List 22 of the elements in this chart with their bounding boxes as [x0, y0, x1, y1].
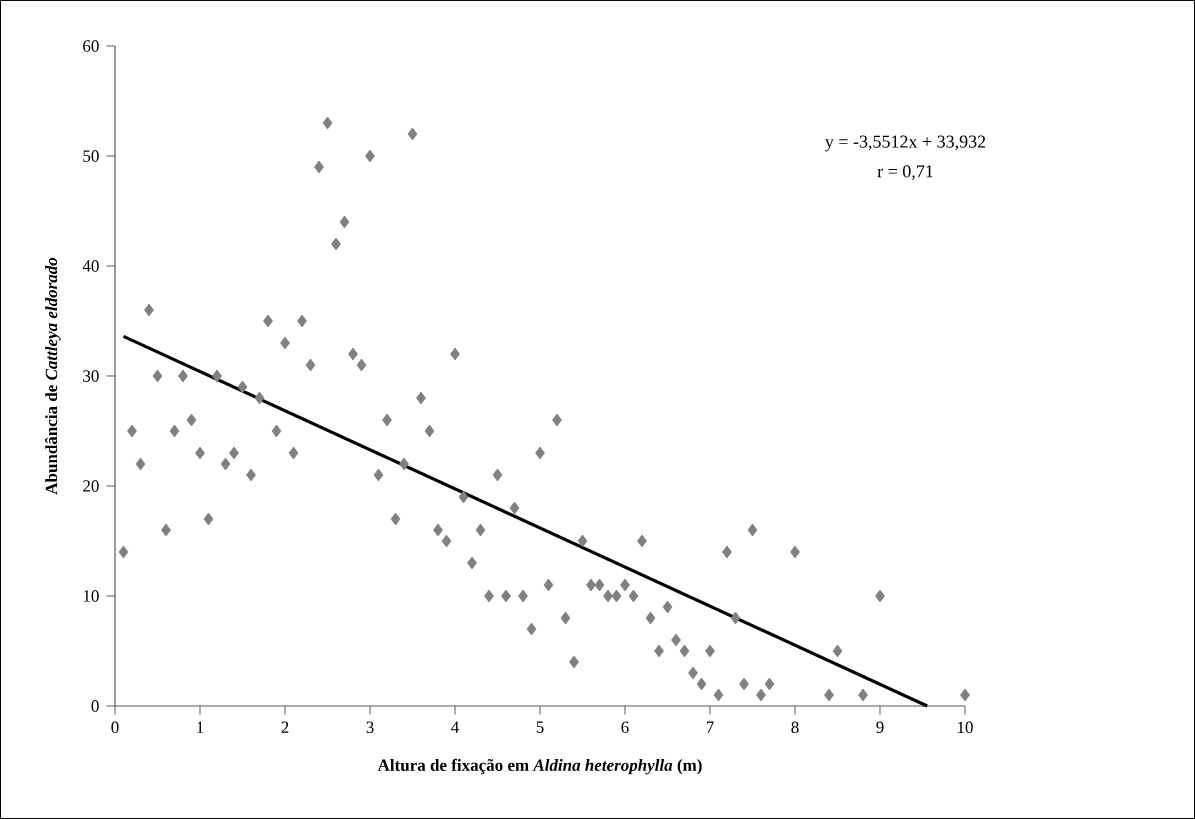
x-tick-label: 10 [958, 721, 973, 734]
x-tick-label: 3 [366, 721, 374, 733]
x-tick-label: 6 [621, 721, 629, 733]
x-axis-title: Altura de fixação em Aldina heterophylla (m) [377, 758, 702, 775]
y-tick-label: 20 [83, 480, 99, 492]
x-tick-label: 4 [451, 721, 459, 733]
y-tick-label: 30 [83, 370, 99, 382]
annotation: y = -3,5512x + 33,932 [825, 135, 986, 152]
x-tick-label: 7 [706, 721, 714, 733]
x-tick-label: 1 [197, 721, 204, 733]
y-tick-label: 40 [82, 260, 99, 272]
x-tick-label: 0 [111, 721, 119, 734]
y-axis-title: Abundância de Cattleya eldorado [45, 257, 61, 495]
y-tick-label: 50 [83, 150, 99, 162]
x-tick-label: 2 [281, 721, 289, 733]
x-tick-label: 5 [536, 721, 544, 733]
y-tick-label: 10 [83, 590, 99, 602]
x-tick-label: 8 [791, 721, 799, 734]
x-tick-label: 9 [876, 721, 884, 733]
y-tick-label: 60 [83, 40, 99, 52]
annotation: r = 0,71 [877, 165, 933, 180]
y-tick-label: 0 [91, 700, 99, 712]
